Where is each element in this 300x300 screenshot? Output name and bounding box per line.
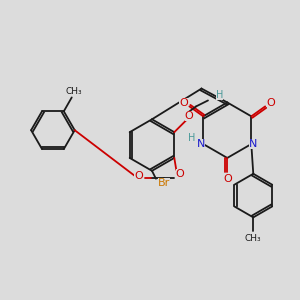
Text: H: H	[188, 133, 195, 143]
Text: O: O	[179, 98, 188, 108]
Text: O: O	[223, 174, 232, 184]
Text: CH₃: CH₃	[245, 234, 262, 243]
Text: O: O	[185, 111, 194, 121]
Text: Br: Br	[158, 178, 170, 188]
Text: O: O	[134, 171, 143, 181]
Text: CH₃: CH₃	[65, 87, 82, 96]
Text: N: N	[197, 139, 206, 149]
Text: H: H	[216, 89, 223, 100]
Text: O: O	[267, 98, 275, 108]
Text: N: N	[249, 139, 257, 149]
Text: O: O	[176, 169, 184, 179]
